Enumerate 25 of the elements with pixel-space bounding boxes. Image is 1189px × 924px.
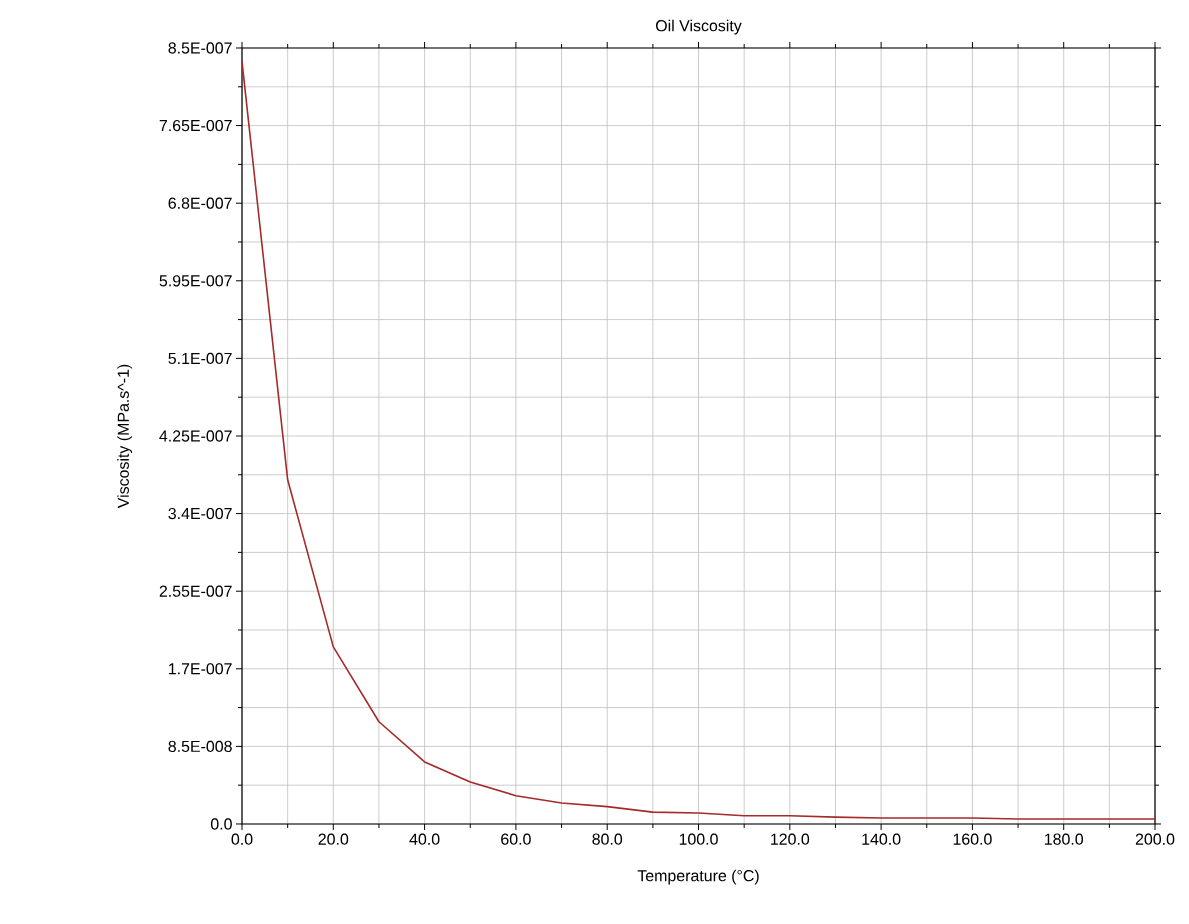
- x-axis-title: Temperature (°C): [637, 869, 759, 885]
- y-tick-label: 6.8E-007: [168, 197, 232, 209]
- y-tick-label: 2.55E-007: [159, 585, 232, 597]
- x-tick-label: 160.0: [953, 833, 992, 845]
- chart-title: Oil Viscosity: [656, 19, 742, 35]
- x-tick-label: 180.0: [1044, 833, 1084, 845]
- x-tick-label: 200.0: [1135, 833, 1175, 845]
- x-tick-label: 140.0: [862, 833, 901, 845]
- x-tick-label: 60.0: [501, 833, 531, 845]
- x-tick-label: 40.0: [409, 833, 440, 845]
- y-tick-label: 0.0: [210, 818, 232, 830]
- x-tick-label: 0.0: [231, 833, 253, 845]
- y-tick-label: 5.95E-007: [159, 275, 232, 287]
- y-tick-label: 3.4E-007: [168, 507, 232, 520]
- x-tick-label: 120.0: [771, 833, 810, 845]
- x-tick-label: 80.0: [592, 833, 623, 845]
- y-tick-label: 4.25E-007: [159, 430, 232, 442]
- x-tick-label: 20.0: [318, 833, 349, 845]
- y-tick-label: 8.5E-007: [168, 42, 232, 54]
- x-tick-label: 100.0: [679, 833, 718, 845]
- y-tick-label: 7.65E-007: [159, 119, 232, 132]
- y-axis-title: Viscosity (MPa.s^-1): [117, 364, 133, 509]
- y-tick-label: 8.5E-008: [168, 740, 232, 753]
- y-tick-label: 5.1E-007: [168, 352, 232, 365]
- y-tick-label: 1.7E-007: [169, 663, 232, 675]
